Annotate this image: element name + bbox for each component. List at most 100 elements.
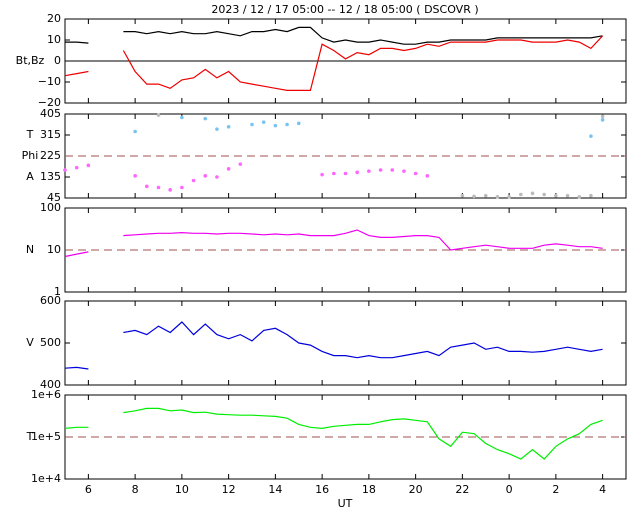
plot-frame bbox=[64, 300, 627, 386]
y-tick-label: 100 bbox=[40, 201, 61, 214]
data-point bbox=[238, 162, 243, 166]
data-point bbox=[74, 165, 79, 170]
x-tick-label: 14 bbox=[268, 483, 282, 496]
y-axis-label: T bbox=[26, 128, 34, 141]
data-point bbox=[156, 113, 161, 117]
x-tick-label: 8 bbox=[132, 483, 139, 496]
data-point bbox=[250, 122, 254, 127]
data-point bbox=[226, 125, 231, 129]
y-tick-label: 1e+4 bbox=[31, 472, 61, 485]
data-point bbox=[589, 193, 593, 198]
y-tick-label: 45 bbox=[47, 191, 61, 204]
y-axis-label: N bbox=[26, 243, 34, 256]
data-point bbox=[460, 193, 465, 198]
x-tick-label: 10 bbox=[175, 483, 189, 496]
data-point bbox=[402, 169, 406, 173]
data-point bbox=[133, 129, 137, 134]
data-point bbox=[180, 115, 184, 120]
data-point bbox=[133, 174, 137, 178]
y-tick-label: 405 bbox=[40, 107, 61, 120]
x-tick-label: 2 bbox=[552, 483, 559, 496]
x-axis-label: UT bbox=[338, 497, 353, 510]
data-point bbox=[296, 121, 301, 126]
y-tick-label: 1 bbox=[54, 285, 61, 298]
data-point bbox=[554, 193, 558, 198]
data-point bbox=[600, 118, 605, 122]
data-point bbox=[191, 178, 196, 183]
data-line bbox=[65, 41, 89, 44]
x-tick-label: 6 bbox=[85, 483, 92, 496]
y-tick-label: 0 bbox=[54, 54, 61, 67]
data-point bbox=[215, 175, 219, 179]
data-line bbox=[123, 407, 603, 460]
data-line bbox=[122, 35, 604, 91]
data-point bbox=[343, 171, 348, 176]
data-point bbox=[332, 171, 336, 176]
data-point bbox=[285, 122, 289, 127]
data-point bbox=[507, 195, 511, 199]
data-point bbox=[145, 184, 149, 189]
data-point bbox=[180, 185, 184, 190]
data-point bbox=[226, 167, 231, 171]
y-tick-label: 10 bbox=[47, 33, 61, 46]
data-line bbox=[64, 70, 89, 77]
data-point bbox=[63, 168, 67, 172]
data-point bbox=[495, 195, 500, 199]
data-line bbox=[64, 426, 89, 429]
x-tick-label: 16 bbox=[315, 483, 329, 496]
x-tick-label: 22 bbox=[455, 483, 469, 496]
data-point bbox=[565, 193, 570, 198]
data-point bbox=[519, 192, 523, 197]
y-tick-label: 600 bbox=[40, 294, 61, 307]
data-point bbox=[156, 185, 161, 190]
x-tick-label: 12 bbox=[222, 483, 236, 496]
y-tick-label: −20 bbox=[38, 96, 61, 109]
data-point bbox=[390, 168, 395, 172]
data-line bbox=[64, 251, 89, 258]
y-tick-label: 1e+5 bbox=[31, 430, 61, 443]
data-point bbox=[215, 127, 219, 131]
data-point bbox=[203, 116, 208, 121]
y-tick-label: 225 bbox=[40, 149, 61, 162]
y-tick-label: 315 bbox=[40, 128, 61, 141]
y-axis-label: Bt,Bz bbox=[16, 54, 45, 67]
y-tick-label: −10 bbox=[38, 75, 61, 88]
data-line bbox=[123, 321, 603, 359]
data-point bbox=[378, 168, 383, 172]
data-line bbox=[123, 229, 603, 251]
x-tick-label: 18 bbox=[362, 483, 376, 496]
data-point bbox=[203, 174, 208, 178]
data-point bbox=[413, 171, 418, 176]
data-point bbox=[472, 194, 476, 199]
data-point bbox=[483, 193, 488, 198]
y-axis-label: T bbox=[26, 430, 34, 443]
y-tick-label: 400 bbox=[40, 378, 61, 391]
data-line bbox=[64, 366, 89, 370]
data-point bbox=[367, 169, 371, 173]
y-axis-label: Phi bbox=[22, 149, 39, 162]
data-point bbox=[261, 120, 266, 124]
y-tick-label: 1e+6 bbox=[31, 388, 61, 401]
y-tick-label: 135 bbox=[40, 170, 61, 183]
data-line bbox=[123, 26, 603, 45]
data-point bbox=[542, 192, 546, 197]
data-point bbox=[86, 163, 91, 168]
data-point bbox=[600, 114, 605, 119]
y-tick-label: 20 bbox=[47, 12, 61, 25]
y-tick-label: 500 bbox=[40, 336, 61, 349]
x-tick-label: 20 bbox=[409, 483, 423, 496]
data-point bbox=[168, 188, 172, 192]
data-point bbox=[320, 172, 324, 177]
y-axis-label: A bbox=[26, 170, 34, 183]
data-point bbox=[425, 174, 430, 178]
x-tick-label: 4 bbox=[599, 483, 606, 496]
data-point bbox=[577, 195, 582, 199]
data-point bbox=[273, 123, 278, 128]
chart-title: 2023 / 12 / 17 05:00 -- 12 / 18 05:00 ( … bbox=[211, 3, 478, 16]
x-tick-label: 0 bbox=[506, 483, 513, 496]
data-point bbox=[589, 134, 593, 138]
y-tick-label: 10 bbox=[47, 243, 61, 256]
data-point bbox=[530, 191, 535, 196]
y-axis-label: V bbox=[26, 336, 34, 349]
